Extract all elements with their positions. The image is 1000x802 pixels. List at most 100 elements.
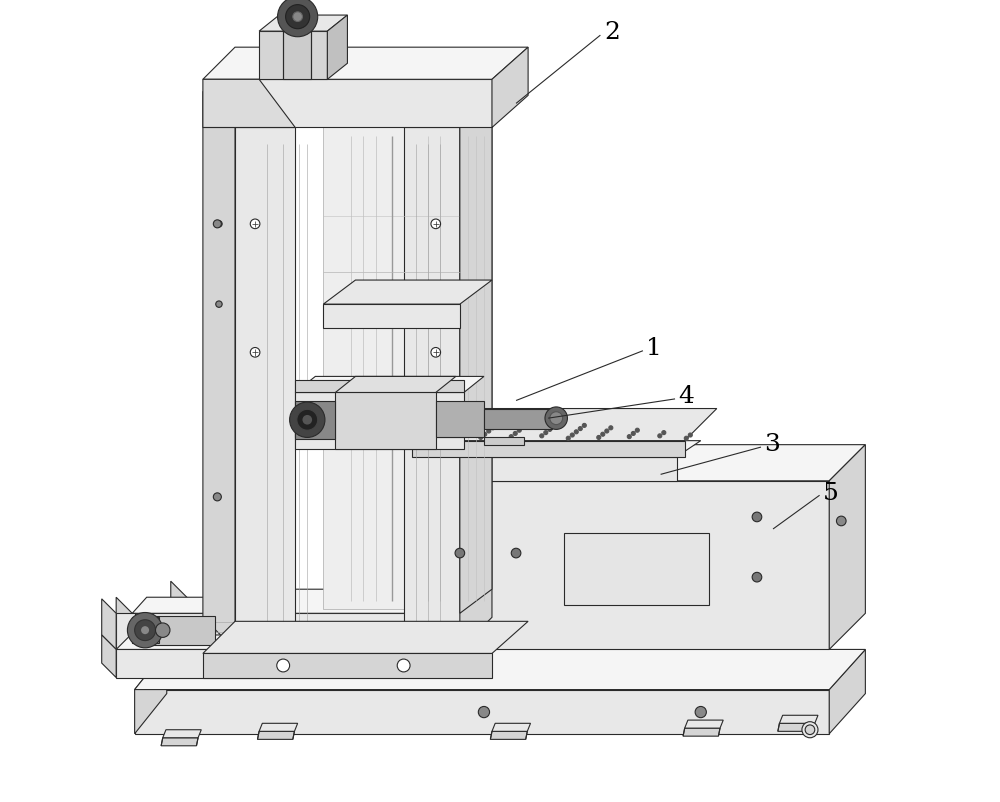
Circle shape — [253, 626, 266, 638]
Polygon shape — [404, 128, 460, 650]
Polygon shape — [829, 445, 865, 650]
Polygon shape — [203, 622, 528, 654]
Polygon shape — [412, 457, 677, 481]
Circle shape — [397, 659, 410, 672]
Circle shape — [578, 427, 582, 431]
Circle shape — [695, 707, 706, 718]
Circle shape — [802, 722, 818, 738]
Circle shape — [431, 220, 441, 229]
Circle shape — [513, 431, 517, 436]
Circle shape — [430, 428, 434, 431]
Polygon shape — [135, 650, 167, 734]
Polygon shape — [335, 393, 436, 449]
Circle shape — [452, 433, 456, 438]
Polygon shape — [436, 401, 484, 437]
Circle shape — [566, 436, 570, 441]
Polygon shape — [203, 654, 492, 678]
Polygon shape — [163, 730, 201, 738]
Polygon shape — [412, 445, 865, 481]
Circle shape — [627, 435, 631, 439]
Polygon shape — [484, 409, 552, 429]
Circle shape — [805, 725, 815, 735]
Text: 5: 5 — [823, 481, 839, 504]
Polygon shape — [102, 635, 116, 678]
Circle shape — [605, 429, 609, 433]
Polygon shape — [295, 381, 464, 393]
Circle shape — [609, 426, 613, 430]
Polygon shape — [412, 441, 685, 457]
Circle shape — [570, 433, 574, 438]
Circle shape — [277, 659, 290, 672]
Circle shape — [495, 423, 499, 427]
Circle shape — [752, 512, 762, 522]
Circle shape — [540, 435, 544, 438]
Circle shape — [544, 431, 548, 435]
Circle shape — [135, 620, 156, 641]
Polygon shape — [235, 128, 295, 650]
Polygon shape — [116, 635, 275, 650]
Polygon shape — [257, 731, 294, 739]
Circle shape — [472, 417, 476, 422]
Circle shape — [556, 421, 560, 425]
Polygon shape — [116, 650, 259, 678]
Polygon shape — [323, 305, 460, 329]
Circle shape — [431, 348, 441, 358]
Polygon shape — [116, 597, 132, 650]
Circle shape — [480, 666, 488, 674]
Circle shape — [517, 428, 521, 432]
Circle shape — [426, 431, 430, 435]
Polygon shape — [683, 728, 720, 736]
Polygon shape — [203, 589, 464, 614]
Circle shape — [450, 412, 454, 415]
Circle shape — [491, 426, 495, 430]
Polygon shape — [116, 614, 135, 650]
Circle shape — [448, 436, 452, 441]
Circle shape — [250, 220, 260, 229]
Circle shape — [752, 573, 762, 582]
Circle shape — [582, 423, 586, 428]
Circle shape — [293, 13, 302, 22]
Polygon shape — [132, 618, 159, 643]
Polygon shape — [102, 599, 116, 650]
Polygon shape — [259, 723, 298, 731]
Circle shape — [529, 419, 533, 423]
Polygon shape — [685, 720, 723, 728]
Polygon shape — [203, 92, 235, 650]
Circle shape — [302, 415, 312, 425]
Polygon shape — [460, 96, 492, 650]
Circle shape — [156, 623, 170, 638]
Polygon shape — [778, 723, 815, 731]
Polygon shape — [327, 16, 347, 80]
Circle shape — [658, 435, 662, 438]
Circle shape — [836, 516, 846, 526]
Polygon shape — [259, 32, 327, 80]
Polygon shape — [203, 80, 492, 128]
Polygon shape — [564, 533, 709, 606]
Polygon shape — [203, 614, 436, 650]
Polygon shape — [492, 723, 531, 731]
Circle shape — [688, 433, 692, 438]
Circle shape — [127, 613, 163, 648]
Circle shape — [487, 429, 491, 433]
Circle shape — [290, 403, 325, 438]
Polygon shape — [412, 409, 717, 441]
Circle shape — [631, 431, 635, 436]
Circle shape — [286, 6, 310, 30]
Polygon shape — [135, 690, 829, 734]
Circle shape — [483, 433, 487, 436]
Polygon shape — [295, 429, 464, 437]
Circle shape — [468, 420, 472, 425]
Text: 4: 4 — [678, 385, 694, 407]
Circle shape — [216, 302, 222, 308]
Polygon shape — [335, 377, 456, 393]
Polygon shape — [295, 377, 484, 393]
Circle shape — [601, 433, 605, 436]
Circle shape — [476, 414, 480, 418]
Polygon shape — [161, 738, 198, 746]
Circle shape — [503, 416, 507, 420]
Polygon shape — [323, 281, 492, 305]
Polygon shape — [295, 393, 464, 449]
Circle shape — [464, 423, 468, 428]
Circle shape — [662, 431, 666, 435]
Polygon shape — [203, 48, 528, 80]
